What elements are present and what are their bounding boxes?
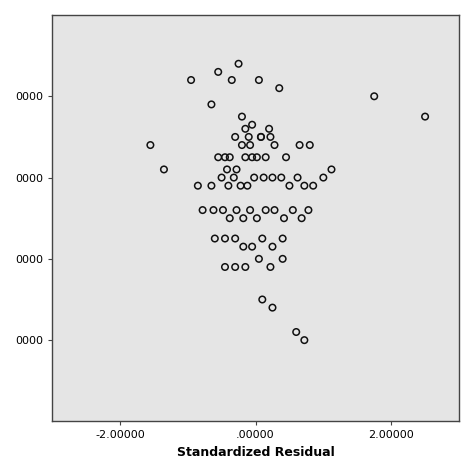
Point [237, 182, 245, 190]
Point [255, 76, 263, 84]
Point [239, 214, 247, 222]
Point [211, 235, 219, 242]
Point [242, 125, 249, 133]
Point [214, 68, 222, 76]
Point [289, 206, 297, 214]
Point [238, 141, 246, 149]
Point [265, 125, 273, 133]
Point [208, 182, 215, 190]
Point [269, 174, 276, 182]
Point [242, 154, 249, 161]
Point [310, 182, 317, 190]
Point [233, 206, 240, 214]
Point [258, 296, 266, 303]
Point [421, 113, 429, 120]
Point [231, 133, 239, 141]
Point [248, 121, 256, 128]
Point [223, 165, 231, 173]
Point [248, 154, 256, 161]
Point [160, 165, 168, 173]
Point [248, 243, 256, 250]
Point [235, 60, 242, 68]
Point [246, 206, 254, 214]
Point [296, 141, 303, 149]
Point [301, 182, 308, 190]
Point [319, 174, 327, 182]
Point [226, 214, 234, 222]
Point [275, 84, 283, 92]
Point [328, 165, 335, 173]
Point [199, 206, 206, 214]
Point [257, 133, 265, 141]
Point [194, 182, 201, 190]
Point [267, 263, 274, 271]
Point [305, 206, 312, 214]
Point [244, 182, 251, 190]
Point [250, 174, 258, 182]
Point [271, 141, 278, 149]
Point [255, 255, 263, 263]
Point [238, 113, 246, 120]
Point [370, 92, 378, 100]
Point [298, 214, 305, 222]
Point [245, 133, 253, 141]
Point [228, 76, 236, 84]
Point [221, 263, 229, 271]
Point [258, 235, 266, 242]
Point [277, 174, 285, 182]
Point [260, 174, 267, 182]
Point [187, 76, 195, 84]
Point [279, 235, 286, 242]
Point [292, 328, 300, 336]
Point [301, 337, 308, 344]
Point [271, 206, 278, 214]
Point [221, 235, 229, 242]
Point [269, 243, 276, 250]
Point [221, 154, 229, 161]
Point [262, 206, 270, 214]
Point [231, 235, 239, 242]
Point [267, 133, 274, 141]
Point [242, 263, 249, 271]
Point [279, 255, 286, 263]
Point [219, 206, 227, 214]
Point [225, 182, 232, 190]
Point [230, 174, 237, 182]
Point [210, 206, 217, 214]
Point [294, 174, 301, 182]
Point [218, 174, 226, 182]
Point [282, 154, 290, 161]
Point [262, 154, 270, 161]
Point [280, 214, 288, 222]
Point [239, 243, 247, 250]
Point [257, 133, 265, 141]
Point [253, 214, 261, 222]
Point [208, 100, 215, 108]
Point [253, 154, 261, 161]
Point [269, 304, 276, 311]
Point [214, 154, 222, 161]
Point [226, 154, 234, 161]
X-axis label: Standardized Residual: Standardized Residual [177, 446, 334, 459]
Point [231, 263, 239, 271]
Point [306, 141, 314, 149]
Point [286, 182, 293, 190]
Point [146, 141, 154, 149]
Point [246, 141, 254, 149]
Point [233, 165, 240, 173]
